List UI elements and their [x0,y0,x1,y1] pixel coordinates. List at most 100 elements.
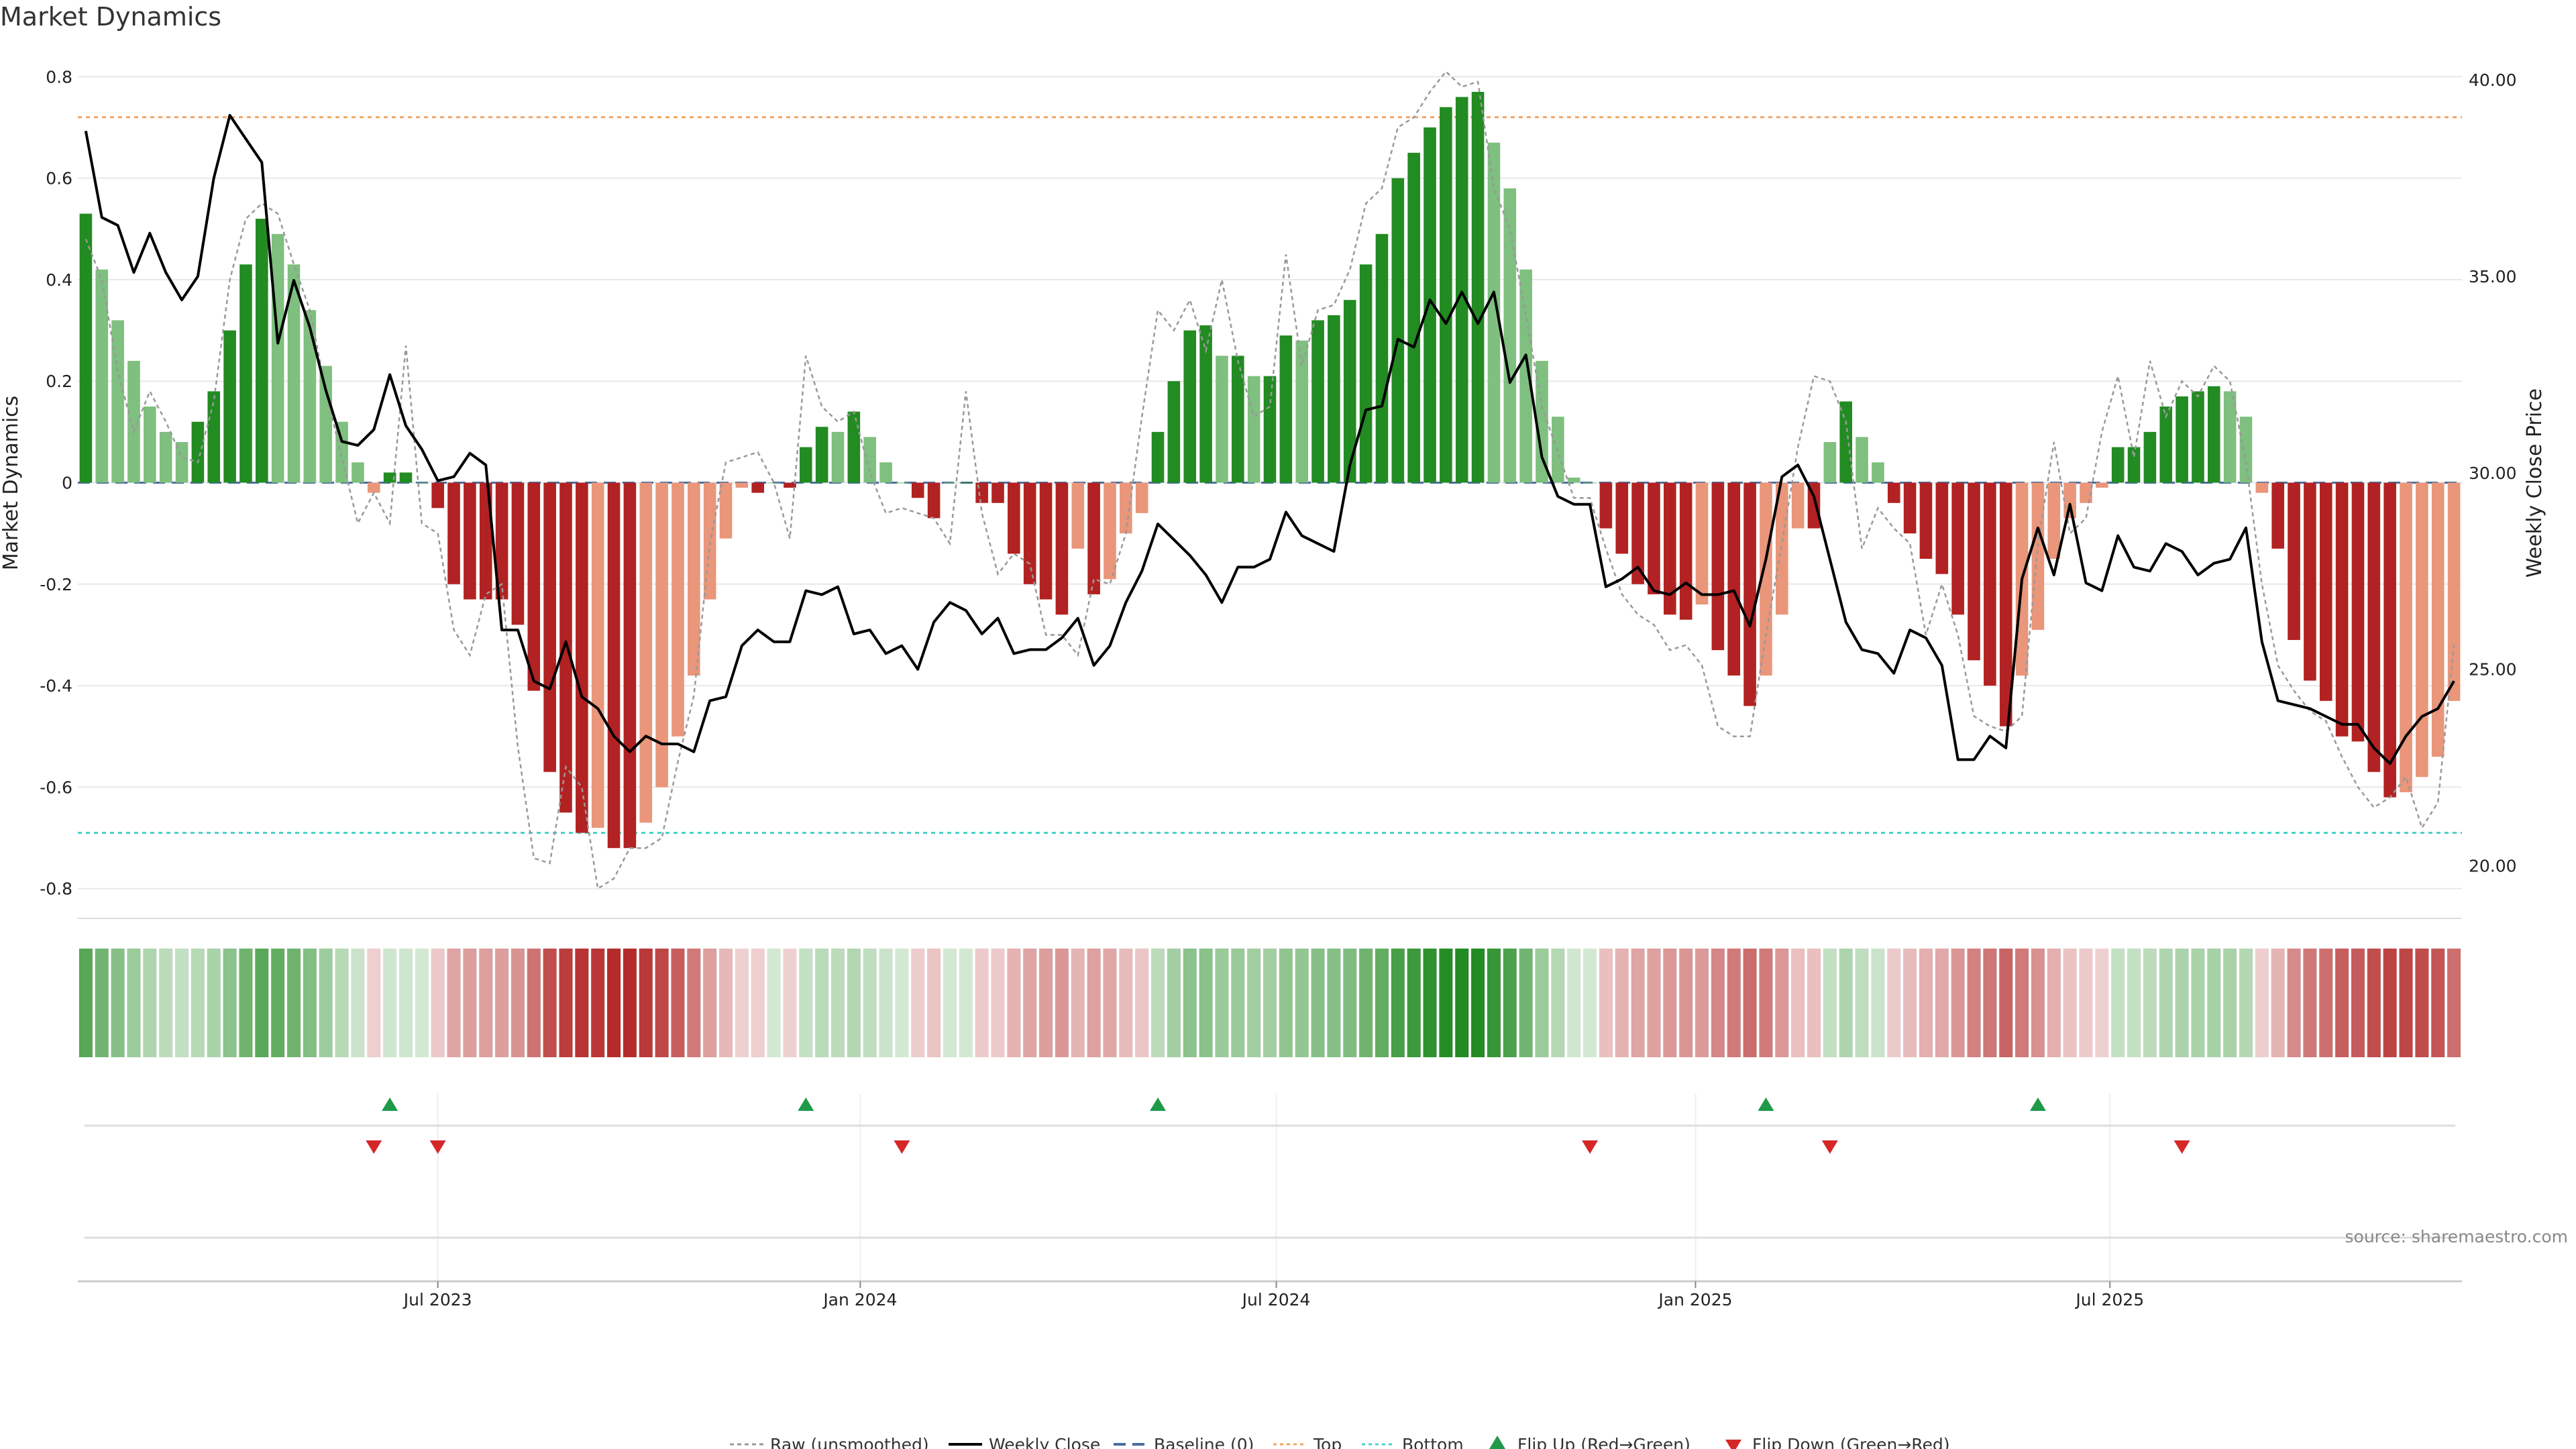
dynamics-bar [1391,178,1405,483]
heat-cell [2415,949,2429,1057]
heat-cell [143,949,157,1057]
dynamics-bar [655,482,668,788]
dynamics-bar [735,482,749,488]
heat-cell [1679,949,1693,1057]
heat-cell [799,949,813,1057]
dynamics-bar [2080,482,2092,503]
legend-flip-down-label: Flip Down (Green→Red) [1752,1435,1950,1449]
dynamics-bar [751,482,765,493]
dynamics-bar [2304,482,2316,681]
heat-cell [1023,949,1037,1057]
x-tick-label: Jul 2024 [1241,1290,1311,1309]
flip-down-marker [1821,1140,1838,1154]
dynamics-bar [1679,482,1693,620]
y2-tick-label: 25.00 [2469,660,2517,680]
dynamics-bar [1695,482,1709,605]
dynamics-bar [2031,482,2045,630]
dynamics-bar [815,427,828,483]
flip-markers [85,1093,2455,1281]
dynamics-bar [207,391,221,483]
dynamics-bar [1328,315,1340,483]
heat-cell [2207,949,2221,1057]
heat-cell [1263,949,1277,1057]
dynamics-bar [1359,264,1373,483]
heat-cell [1087,949,1101,1057]
heat-cell [2367,949,2381,1057]
dynamics-bar [2143,431,2157,483]
dynamics-bar [2047,482,2061,559]
dynamics-bar [1440,107,1452,483]
heat-cell [655,949,669,1057]
heat-cell [1343,949,1357,1057]
heat-cell [607,949,621,1057]
heat-cell [1903,949,1917,1057]
heat-cell [1663,949,1677,1057]
dynamics-bar [1968,482,1980,661]
y-tick-label: 0.6 [46,169,72,189]
dynamics-bar [223,330,236,483]
heat-cell [335,949,349,1057]
legend-raw-label: Raw (unsmoothed) [770,1435,929,1449]
heat-cell [2335,949,2349,1057]
dynamics-bar [1583,482,1597,484]
heat-cell [1967,949,1981,1057]
dynamics-bar [847,411,861,483]
heat-cell [1631,949,1645,1057]
dynamics-bar [1984,482,1996,686]
heat-cell [207,949,221,1057]
heat-cell [1919,949,1933,1057]
dynamics-bar [1615,482,1629,554]
dynamics-bar [2127,447,2141,483]
dynamics-bar [927,482,941,519]
heat-cell [1327,949,1341,1057]
x-tick-label: Jan 2024 [822,1290,897,1309]
heat-cell [1151,949,1165,1057]
dynamics-bar [303,310,317,483]
heat-cell [1711,949,1725,1057]
heat-cell [1871,949,1885,1057]
dynamics-bar [511,482,525,625]
dynamics-bar [623,482,637,849]
heat-cell [815,949,829,1057]
heat-cell [719,949,733,1057]
dynamics-bar [688,482,700,676]
dynamics-bar [2447,482,2461,701]
dynamics-bar [144,407,156,483]
heat-cell [1279,949,1293,1057]
dynamics-bar [896,482,908,484]
heat-cell [495,949,509,1057]
dynamics-bar [2416,482,2428,777]
heat-cell [1823,949,1837,1057]
dynamics-bar [1503,188,1517,483]
dynamics-bar [719,482,733,539]
heat-cell [1199,949,1213,1057]
heat-cell [1839,949,1853,1057]
heat-cell [223,949,237,1057]
heat-cell [687,949,701,1057]
dynamics-bar [495,482,508,600]
heat-cell [2431,949,2445,1057]
heat-cell [783,949,797,1057]
dynamics-bar [1167,381,1181,483]
dynamics-bar [1023,482,1036,584]
heat-cell [830,949,845,1057]
heat-cell [1183,949,1197,1057]
legend-top-label: Top [1313,1435,1342,1449]
y-tick-label: -0.4 [40,676,72,696]
heat-cell [1375,949,1389,1057]
y2-tick-label: 35.00 [2469,267,2517,286]
heat-cell [959,949,973,1057]
heat-cell [703,949,717,1057]
heat-cell [463,949,477,1057]
dynamics-bar [2192,391,2204,483]
heat-cell [1039,949,1053,1057]
flip-down-marker [366,1140,382,1154]
heat-cell [1567,949,1581,1057]
dynamics-bar [1903,482,1917,534]
heat-cell [1791,949,1805,1057]
dynamics-bar [1487,142,1501,483]
heat-cell [1999,949,2013,1057]
legend-flip-down-icon [1725,1440,1741,1449]
dynamics-bar [2063,482,2076,519]
heat-cell [431,949,445,1057]
